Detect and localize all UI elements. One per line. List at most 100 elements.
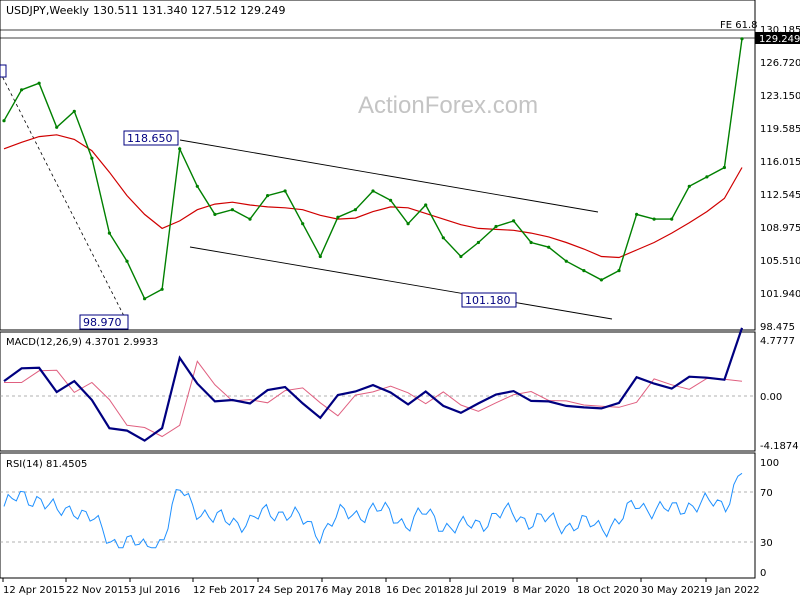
annotation-left-stub <box>0 64 7 78</box>
macd-axis: 4.7777 0.00 -4.1874 <box>760 336 799 452</box>
annotation-118650: 118.650 <box>123 130 179 146</box>
macd-tick: -4.1874 <box>760 441 799 452</box>
x-tick-label: 12 Feb 2017 <box>193 585 255 596</box>
price-tick: 112.545 <box>760 190 800 201</box>
rsi-tick: 30 <box>760 538 773 549</box>
x-tick-label: 9 Jan 2022 <box>706 585 760 596</box>
price-point <box>476 240 480 245</box>
price-point <box>406 222 410 226</box>
price-point <box>494 224 498 229</box>
ohlc-label: 130.511 131.340 127.512 129.249 <box>93 4 285 17</box>
price-tick: 105.510 <box>760 256 800 267</box>
price-point <box>230 208 234 212</box>
price-tick: 126.720 <box>760 58 800 69</box>
price-point <box>722 165 727 170</box>
rsi-line <box>3 472 743 549</box>
annotation-label: 118.650 <box>127 132 173 145</box>
x-tick-label: 22 Nov 2015 <box>66 585 130 596</box>
price-tick: 108.975 <box>760 223 800 234</box>
price-point <box>55 125 59 129</box>
price-point <box>143 297 147 301</box>
x-tick-label: 3 Jul 2016 <box>130 585 180 596</box>
price-tick: 101.940 <box>760 289 800 300</box>
price-point <box>670 217 674 221</box>
symbol-label: USDJPY,Weekly <box>6 4 90 17</box>
x-tick-label: 24 Sep 2017 <box>258 585 321 596</box>
rsi-tick: 0 <box>760 568 766 579</box>
price-point <box>72 109 76 113</box>
price-panel-frame <box>0 0 756 331</box>
price-point <box>511 219 516 223</box>
x-tick-label: 8 Mar 2020 <box>513 585 570 596</box>
price-point <box>599 278 604 282</box>
x-tick-label: 16 Dec 2018 <box>386 585 450 596</box>
annotation-label: 98.970 <box>83 316 122 329</box>
price-point <box>301 222 305 226</box>
price-point <box>652 217 656 221</box>
macd-tick: 0.00 <box>760 392 782 403</box>
price-tick: 130.185 <box>760 25 800 36</box>
price-point <box>37 81 41 85</box>
price-series <box>2 37 744 301</box>
price-point <box>635 212 639 216</box>
price-point <box>195 184 199 188</box>
macd-tick: 4.7777 <box>760 336 795 347</box>
price-point <box>90 156 94 160</box>
price-tick: 116.015 <box>760 157 800 168</box>
x-tick-label: 12 Apr 2015 <box>3 585 65 596</box>
price-point <box>529 240 533 245</box>
price-point <box>687 184 691 188</box>
rsi-tick: 70 <box>760 488 773 499</box>
price-point <box>564 259 568 263</box>
price-point <box>740 37 744 41</box>
watermark: ActionForex.com <box>358 92 538 119</box>
price-point <box>178 147 182 151</box>
price-point <box>389 198 393 202</box>
price-point <box>441 236 445 240</box>
channel-upper-line <box>179 139 599 213</box>
macd-signal-line <box>4 360 743 438</box>
x-tick-label: 28 Jul 2019 <box>450 585 507 596</box>
dashed-leg-line <box>0 71 126 319</box>
price-point <box>705 175 709 179</box>
price-line <box>3 38 743 300</box>
price-point <box>20 88 24 92</box>
price-point <box>125 259 129 263</box>
macd-line <box>3 327 744 442</box>
macd-panel-frame <box>0 331 756 452</box>
price-tick: 123.150 <box>760 91 800 102</box>
price-point <box>617 269 621 273</box>
price-point <box>2 119 6 123</box>
price-tick: 119.585 <box>760 124 800 135</box>
rsi-axis: 100 70 30 0 <box>760 458 779 579</box>
annotation-label: 101.180 <box>465 294 511 307</box>
rsi-tick: 100 <box>760 458 779 469</box>
current-price-text: 129.249 <box>759 34 800 45</box>
annotation-101180: 101.180 <box>461 292 517 308</box>
channel-lower-line <box>189 246 613 320</box>
price-point <box>318 254 322 259</box>
price-point <box>353 208 357 212</box>
rsi-title: RSI(14) 81.4505 <box>6 459 87 470</box>
sma-line <box>3 134 743 259</box>
price-tick: 98.475 <box>760 322 795 333</box>
price-axis: 130.185 126.720 123.150 119.585 116.015 … <box>760 25 800 333</box>
x-axis: 12 Apr 2015 22 Nov 2015 3 Jul 2016 12 Feb 2… <box>2 578 760 596</box>
macd-title: MACD(12,26,9) 4.3701 2.9933 <box>6 337 158 348</box>
price-point <box>582 269 586 273</box>
price-point <box>248 217 252 221</box>
price-point <box>283 189 287 193</box>
price-point <box>371 189 375 193</box>
price-point <box>336 215 340 219</box>
price-point <box>459 254 463 259</box>
fe-label: FE 61.8 <box>720 20 758 31</box>
price-point <box>547 245 551 249</box>
x-tick-label: 6 May 2018 <box>322 585 381 596</box>
price-point <box>266 194 270 198</box>
price-point <box>107 231 111 235</box>
price-point <box>160 287 164 291</box>
price-point <box>213 212 217 216</box>
x-tick-label: 18 Oct 2020 <box>577 585 639 596</box>
rsi-panel-frame <box>0 452 756 579</box>
